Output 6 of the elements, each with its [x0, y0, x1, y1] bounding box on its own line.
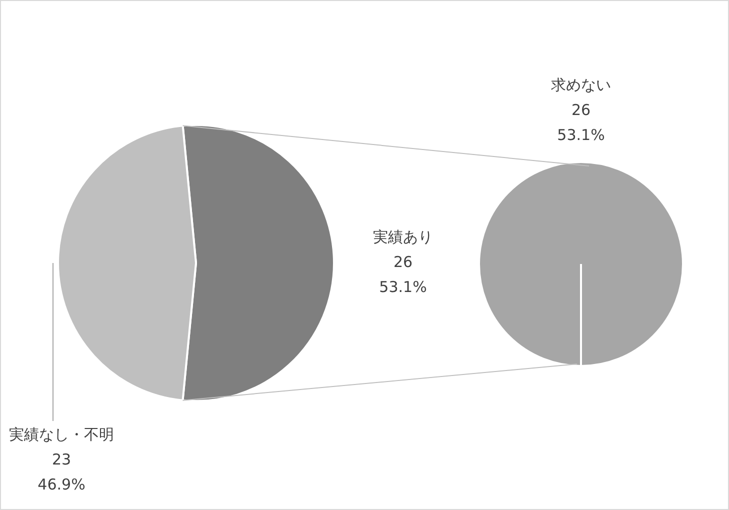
data-label: 23 46.9%: [38, 450, 86, 494]
data-label: 26 53.1%: [379, 252, 427, 296]
slice-label: 実績あり: [373, 228, 433, 246]
data-label: 26 53.1%: [557, 100, 605, 144]
slice-label: 実績なし・不明: [9, 425, 114, 444]
slice-label: 求めない: [551, 76, 611, 94]
